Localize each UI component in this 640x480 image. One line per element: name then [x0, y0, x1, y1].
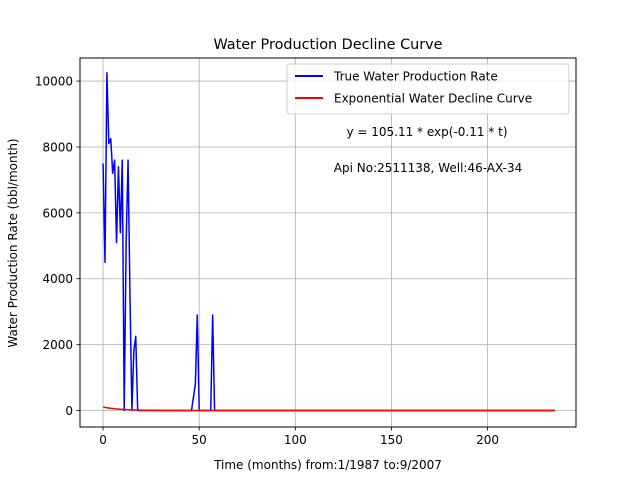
y-tick-label: 10000	[35, 75, 73, 89]
well-annotation: Api No:2511138, Well:46-AX-34	[334, 161, 522, 175]
x-axis-label: Time (months) from:1/1987 to:9/2007	[213, 458, 442, 472]
equation-annotation: y = 105.11 * exp(-0.11 * t)	[346, 125, 507, 139]
plot-lines	[102, 72, 555, 412]
exponential-decline-curve-line	[102, 406, 555, 412]
axes-frame	[79, 57, 577, 428]
legend-label-decline-curve: Exponential Water Decline Curve	[334, 92, 532, 106]
x-axis-ticks: 0 50 100 150 200	[99, 427, 499, 447]
y-tick-label: 0	[65, 404, 73, 418]
x-tick-label: 200	[476, 433, 499, 447]
y-axis-ticks: 0 2000 4000 6000 8000 10000	[35, 75, 80, 418]
x-tick-label: 0	[99, 433, 107, 447]
legend: True Water Production Rate Exponential W…	[286, 63, 570, 115]
chart-title: Water Production Decline Curve	[213, 37, 442, 53]
y-axis-label: Water Production Rate (bbl/month)	[6, 138, 20, 347]
y-tick-label: 6000	[42, 206, 73, 220]
x-tick-label: 50	[192, 433, 207, 447]
y-tick-label: 2000	[42, 338, 73, 352]
legend-box	[286, 63, 570, 115]
y-tick-label: 4000	[42, 272, 73, 286]
legend-label-true-rate: True Water Production Rate	[333, 70, 498, 84]
x-tick-label: 100	[284, 433, 307, 447]
y-tick-label: 8000	[42, 140, 73, 154]
x-tick-label: 150	[380, 433, 403, 447]
